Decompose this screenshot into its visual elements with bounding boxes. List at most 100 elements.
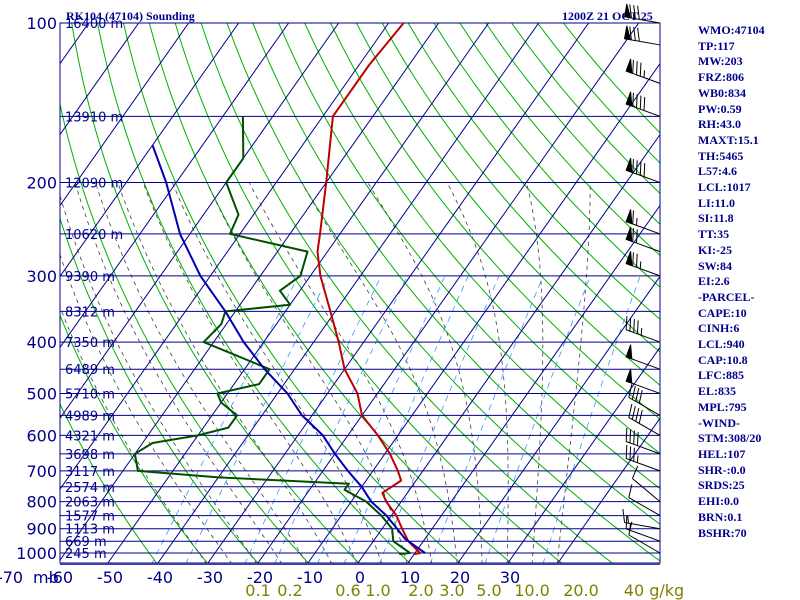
height-label: 4989 m [65,409,115,424]
height-label: 3117 m [65,465,115,480]
isotherm [60,23,140,136]
wind-barb-flag [623,3,632,19]
height-label: 9390 m [65,270,115,285]
isotherm [60,23,440,561]
height-label: 669 m [65,535,107,550]
wind-barb-half [640,327,643,336]
sounding-index: BRN:0.1 [698,509,743,524]
moist-adiabat [446,182,509,563]
wind-barb [625,368,661,394]
wind-barb [625,427,661,455]
sounding-index: -WIND- [698,415,740,430]
moist-adiabat [117,182,332,563]
wind-barb-staff [626,329,661,343]
temperature-tick-label: -70 [0,568,23,587]
wind-barb-full [631,386,636,400]
axis-labels: 1002003004005006007008009001000mb-80-70-… [0,14,684,600]
wind-barb-full [633,447,635,462]
height-label: 5710 m [65,387,115,402]
isotherm [157,23,540,563]
mixing-ratio-label: 2.0 [408,581,433,600]
sounding-index: CAP:10.8 [698,352,748,367]
sounding-index: -PARCEL- [698,289,755,304]
mixing-ratio-label: 10.0 [514,581,550,600]
wind-barb-full [638,410,643,424]
height-label: 7350 m [65,336,115,351]
temperature-tick-label: 0 [355,568,365,587]
moist-adiabat [301,182,458,563]
sounding-index: LI:11.0 [698,195,736,210]
sounding-index: CAPE:10 [698,305,747,320]
wind-barb-full [633,5,636,19]
sounding-index: EL:835 [698,384,737,399]
wind-barb [625,58,661,84]
sounding-index: MPL:795 [698,399,747,414]
wind-barb-full [632,159,634,173]
wind-barb-full [636,61,638,75]
wind-barb-half [629,522,631,531]
sounding-index: SI:11.8 [698,211,734,226]
temperature-line [316,23,421,556]
wind-barbs [622,3,661,554]
moist-adiabat [367,182,483,563]
dry-adiabat [252,23,660,525]
mixing-ratio-label: 0.2 [277,581,302,600]
pressure-tick-label: 900 [26,520,57,539]
wind-barb-flag [625,58,633,74]
sounding-index: L57:4.6 [698,164,737,179]
temperature-tick-label: 20 [450,568,470,587]
wind-barb-full [622,508,626,523]
wind-barb-full [643,96,646,111]
wind-barb-full [629,446,632,460]
mixing-ratio-line [379,275,500,563]
temperature-tick-label: -30 [197,568,223,587]
dry-adiabat [330,23,660,420]
wind-barb-full [628,384,633,398]
sounding-index: FRZ:806 [698,70,744,85]
temperature-tick-label: -50 [97,568,123,587]
wind-barb-flag [625,91,633,107]
height-label: 3698 m [65,448,115,463]
mixing-ratio-line [542,275,641,563]
wind-barb-staff [626,458,661,472]
sounding-index: KI:-25 [698,242,732,257]
sounding-index: BSHR:70 [698,525,747,540]
mixing-ratio-label: 1.0 [365,581,390,600]
wind-barb-full [636,320,639,334]
dry-adiabat [60,216,259,563]
dry-adiabat [278,23,660,490]
wind-barb [625,157,661,184]
height-label: 245 m [65,547,107,562]
mixing-ratio-line [244,275,382,563]
wind-barb [625,444,661,472]
pressure-tick-label: 400 [26,333,57,352]
wind-barb-staff [632,478,661,503]
wind-barb-half [636,455,639,463]
sounding-index: STM:308/20 [698,431,762,446]
dry-adiabat [226,23,660,562]
mixing-ratio-label: 5.0 [476,581,501,600]
dry-adiabat [433,23,660,288]
pressure-tick-label: 700 [26,462,57,481]
wind-barb-flag [623,25,632,41]
pressure-grid [59,22,661,565]
dry-adiabat [355,23,660,386]
sounding-index: PW:0.59 [698,101,742,116]
moist-adiabat [526,182,544,563]
dry-adiabat [200,23,614,563]
dry-adiabat [304,23,660,455]
wind-barb-flag [625,157,633,174]
sounding-index: WMO:47104 [698,23,765,37]
wind-barb-flag [625,209,633,225]
isotherm [60,23,190,207]
isotherm [60,23,290,349]
wind-barb-full [632,228,634,242]
dry-adiabat [122,23,462,563]
wind-barb-full [625,427,628,442]
wind-barb-full [632,59,634,74]
mixing-ratio-label: 40 g/kg [624,581,684,600]
wind-barb [625,344,661,370]
wind-barb-full [633,318,635,333]
wind-barb-full [631,465,639,479]
